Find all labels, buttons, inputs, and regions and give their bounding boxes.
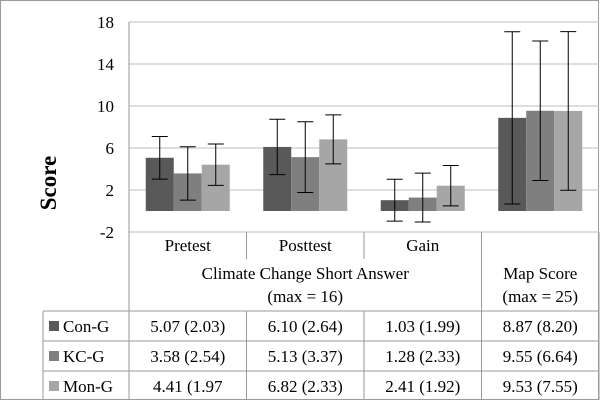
axes: 18 14 10 6 2 -2	[97, 13, 130, 242]
table-cell: 5.07 (2.03)	[150, 317, 225, 336]
table-cell: 8.87 (8.20)	[503, 317, 578, 336]
group-label: (max = 16)	[267, 287, 343, 306]
table-cell: 5.13 (3.37)	[268, 347, 343, 366]
bars	[145, 110, 583, 211]
table-cell: 9.55 (6.64)	[503, 347, 578, 366]
y-tick-label: 18	[97, 13, 114, 32]
group-label: Map Score	[503, 264, 577, 283]
legend-label: KC-G	[63, 347, 105, 366]
y-tick-label: 6	[106, 139, 115, 158]
table-cell: 9.53 (7.55)	[503, 377, 578, 396]
table-cell: 6.82 (2.33)	[268, 377, 343, 396]
x-tick-label: Gain	[406, 236, 440, 255]
data-table: Pretest Posttest Gain Climate Change Short …	[42, 232, 600, 400]
group-label: (max = 25)	[502, 287, 578, 306]
legend-swatch	[49, 351, 59, 361]
table-cell: 4.41 (1.97	[153, 377, 223, 396]
table-cell: 1.03 (1.99)	[385, 317, 460, 336]
legend-label: Con-G	[63, 317, 109, 336]
y-tick-label: 2	[106, 181, 115, 200]
group-label: Climate Change Short Answer	[202, 264, 410, 283]
x-tick-label: Posttest	[279, 236, 332, 255]
legend-swatch	[49, 381, 59, 391]
y-tick-label: 10	[97, 97, 114, 116]
y-axis-label: Score	[36, 156, 61, 211]
table-cell: 1.28 (2.33)	[385, 347, 460, 366]
y-tick-label: -2	[100, 223, 114, 242]
y-tick-label: 14	[97, 55, 115, 74]
table-cell: 6.10 (2.64)	[268, 317, 343, 336]
table-cell: 3.58 (2.54)	[150, 347, 225, 366]
error-bars	[151, 31, 577, 223]
legend-label: Mon-G	[63, 377, 113, 396]
x-tick-label: Pretest	[165, 236, 212, 255]
table-cell: 2.41 (1.92)	[385, 377, 460, 396]
legend-swatch	[49, 321, 59, 331]
